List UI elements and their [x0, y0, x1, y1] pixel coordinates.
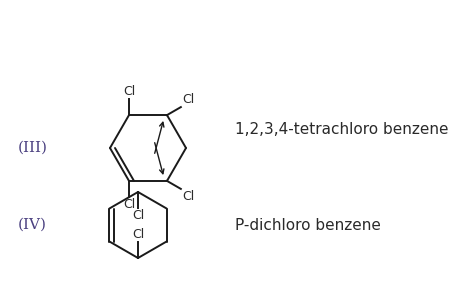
Text: Cl: Cl [182, 93, 194, 106]
Text: Cl: Cl [123, 198, 135, 211]
Text: Cl: Cl [123, 85, 135, 98]
Text: Cl: Cl [132, 209, 144, 222]
Text: Cl: Cl [182, 190, 194, 203]
Text: P-dichloro benzene: P-dichloro benzene [235, 217, 381, 233]
Text: 1,2,3,4-tetrachloro benzene: 1,2,3,4-tetrachloro benzene [235, 123, 448, 138]
Text: (IV): (IV) [18, 218, 47, 232]
Text: (III): (III) [18, 141, 48, 155]
Text: Cl: Cl [132, 228, 144, 241]
